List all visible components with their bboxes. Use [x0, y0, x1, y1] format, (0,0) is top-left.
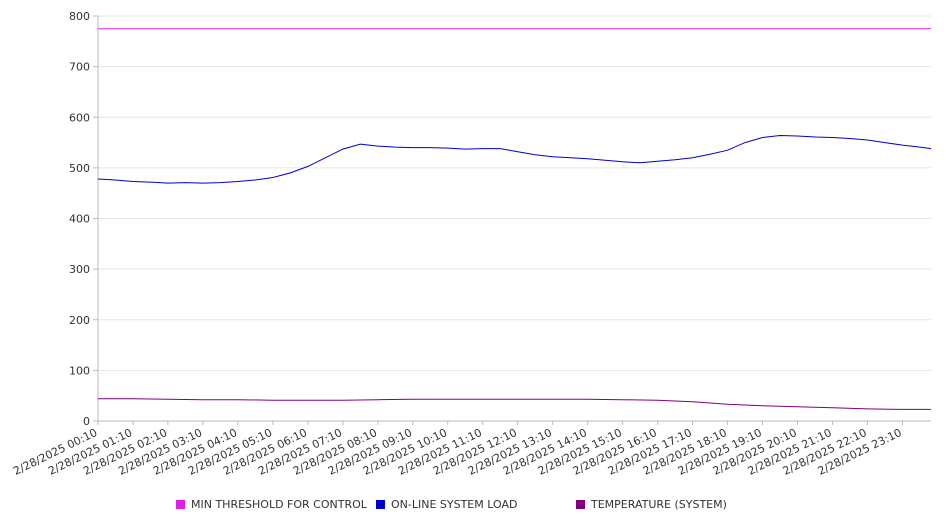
- legend-swatch-threshold: [176, 500, 185, 509]
- y-tick-label: 500: [69, 162, 90, 175]
- y-tick-label: 100: [69, 364, 90, 377]
- legend-label-threshold: MIN THRESHOLD FOR CONTROL: [191, 498, 367, 511]
- axes: [97, 16, 931, 422]
- y-axis-ticks: 0 100 200 300 400 500 600 700 800: [69, 10, 98, 428]
- y-tick-label: 600: [69, 111, 90, 124]
- y-tick-label: 400: [69, 213, 90, 226]
- legend-swatch-temperature: [576, 500, 585, 509]
- y-tick-label: 200: [69, 314, 90, 327]
- y-tick-label: 0: [83, 415, 90, 428]
- legend: MIN THRESHOLD FOR CONTROL ON-LINE SYSTEM…: [0, 498, 946, 514]
- gridlines: [98, 15, 931, 371]
- x-axis-ticks: 2/28/2025 00:102/28/2025 01:102/28/2025 …: [11, 421, 904, 478]
- series-line-temperature: [98, 398, 931, 410]
- legend-item-system-load[interactable]: ON-LINE SYSTEM LOAD: [376, 498, 517, 511]
- y-tick-label: 700: [69, 61, 90, 74]
- legend-item-threshold[interactable]: MIN THRESHOLD FOR CONTROL: [176, 498, 367, 511]
- legend-label-temperature: TEMPERATURE (SYSTEM): [591, 498, 727, 511]
- legend-label-system-load: ON-LINE SYSTEM LOAD: [391, 498, 518, 511]
- series-line-system-load: [97, 134, 932, 184]
- y-tick-label: 300: [69, 263, 90, 276]
- legend-swatch-system-load: [376, 500, 385, 509]
- legend-item-temperature[interactable]: TEMPERATURE (SYSTEM): [576, 498, 727, 511]
- series-lines: [97, 28, 932, 410]
- y-tick-label: 800: [69, 10, 90, 23]
